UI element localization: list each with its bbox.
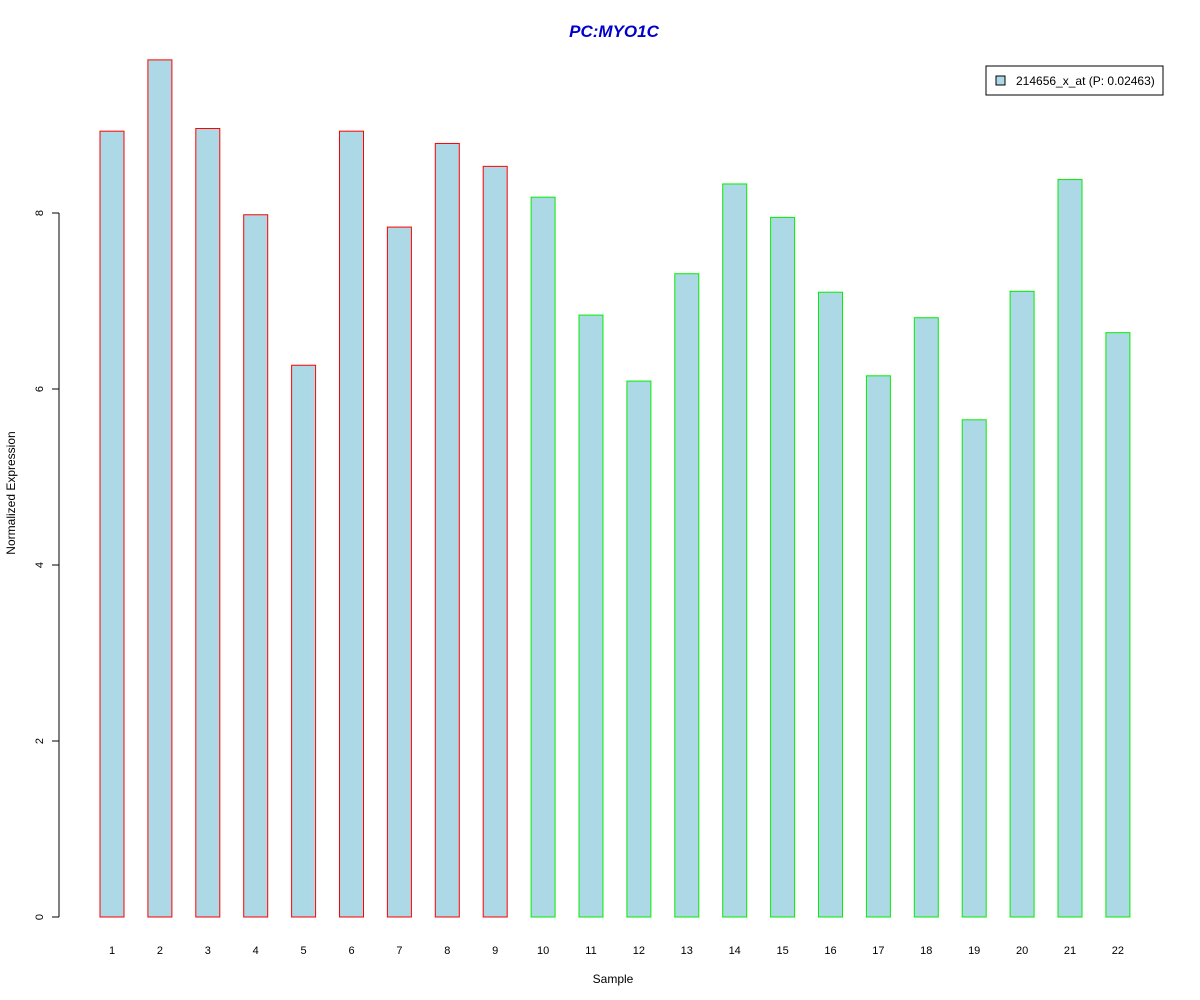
x-axis-tick-labels: 1 2 3 4 5 6 7 8 9 10 11 12 13 14 15 16 17 18 19 20 21 22 xyxy=(109,945,1124,957)
y-axis-label: Normalized Expression xyxy=(4,431,18,554)
bar xyxy=(913,317,939,918)
x-tick-label: 12 xyxy=(633,945,645,957)
y-tick-label: 2 xyxy=(34,738,46,744)
y-tick-label: 8 xyxy=(34,210,46,216)
x-tick-label: 2 xyxy=(157,945,163,957)
legend-label: 214656_x_at (P: 0.02463) xyxy=(1016,74,1155,88)
bar xyxy=(818,291,843,918)
x-tick-label: 3 xyxy=(205,945,211,957)
x-axis-label: Sample xyxy=(593,972,634,986)
x-tick-label: 6 xyxy=(348,945,354,957)
bar xyxy=(770,216,796,918)
bar xyxy=(530,196,556,918)
y-tick-label: 0 xyxy=(34,914,46,920)
x-tick-label: 5 xyxy=(301,945,307,957)
x-tick-label: 11 xyxy=(585,945,596,957)
bar xyxy=(1105,332,1131,918)
bar xyxy=(195,128,221,918)
x-tick-label: 18 xyxy=(920,945,932,957)
y-tick-label: 6 xyxy=(34,386,46,392)
bar xyxy=(674,273,700,918)
x-tick-label: 13 xyxy=(681,945,693,957)
bar xyxy=(626,380,652,918)
x-tick-label: 16 xyxy=(824,945,836,957)
bar xyxy=(339,130,364,918)
bar xyxy=(291,364,317,918)
x-tick-label: 9 xyxy=(492,945,498,957)
bars xyxy=(99,59,1131,918)
x-tick-label: 22 xyxy=(1112,945,1124,957)
bar xyxy=(243,214,269,918)
x-tick-label: 15 xyxy=(776,945,788,957)
x-tick-label: 19 xyxy=(968,945,980,957)
x-tick-label: 10 xyxy=(537,945,549,957)
chart-title: PC:MYO1C xyxy=(569,22,659,41)
x-tick-label: 17 xyxy=(872,945,884,957)
bar xyxy=(1009,290,1035,918)
legend-swatch xyxy=(995,75,1006,86)
y-axis: 0 2 4 6 8 xyxy=(34,210,60,920)
legend-box xyxy=(985,65,1164,96)
x-tick-label: 4 xyxy=(253,945,259,957)
x-tick-label: 14 xyxy=(729,945,741,957)
bar xyxy=(434,142,460,918)
bar xyxy=(386,226,412,918)
bar xyxy=(865,375,891,918)
bar xyxy=(961,419,987,918)
bar xyxy=(99,130,125,918)
bar xyxy=(722,183,748,918)
bar xyxy=(482,165,508,918)
x-tick-label: 7 xyxy=(396,945,402,957)
bar xyxy=(147,59,173,918)
x-tick-label: 21 xyxy=(1064,945,1076,957)
x-tick-label: 20 xyxy=(1016,945,1028,957)
bar xyxy=(1057,179,1083,918)
y-tick-label: 4 xyxy=(34,562,46,568)
legend: 214656_x_at (P: 0.02463) xyxy=(985,65,1164,96)
x-tick-label: 8 xyxy=(444,945,450,957)
x-tick-label: 1 xyxy=(109,945,115,957)
bar xyxy=(578,314,604,918)
